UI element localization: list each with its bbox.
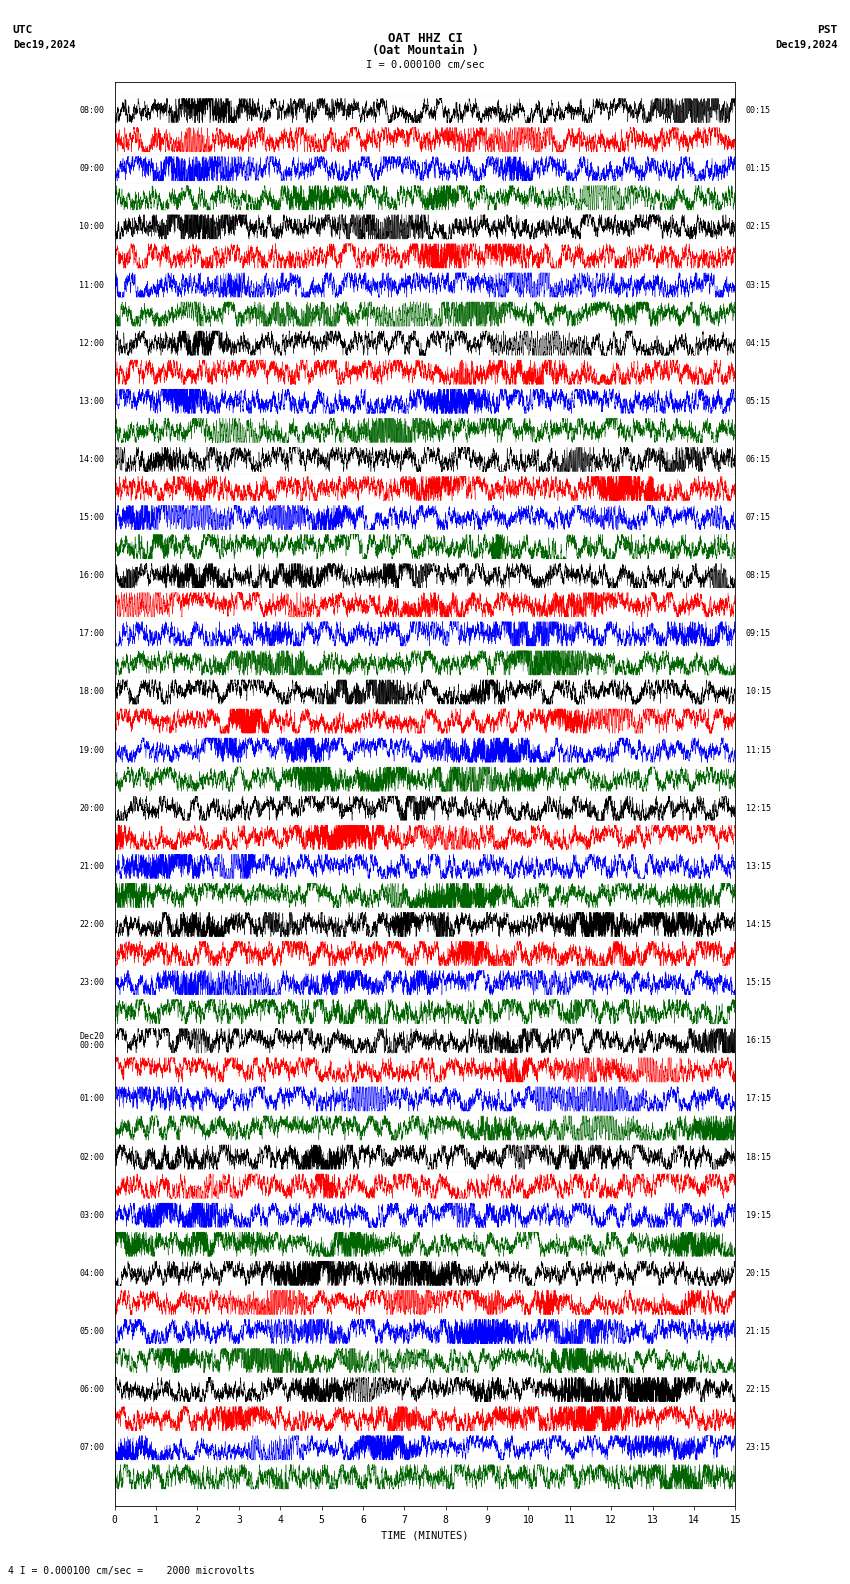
- Text: 21:00: 21:00: [79, 862, 105, 871]
- Text: 22:00: 22:00: [79, 920, 105, 930]
- Text: 03:15: 03:15: [745, 280, 771, 290]
- Text: 12:15: 12:15: [745, 803, 771, 813]
- Text: 06:00: 06:00: [79, 1384, 105, 1394]
- Text: 05:00: 05:00: [79, 1327, 105, 1335]
- Text: Dec19,2024: Dec19,2024: [774, 40, 837, 49]
- Text: Dec19,2024: Dec19,2024: [13, 40, 76, 49]
- Text: 21:15: 21:15: [745, 1327, 771, 1335]
- Text: 13:15: 13:15: [745, 862, 771, 871]
- Text: 07:00: 07:00: [79, 1443, 105, 1453]
- Text: 16:00: 16:00: [79, 572, 105, 580]
- Text: 01:15: 01:15: [745, 165, 771, 173]
- Text: 11:00: 11:00: [79, 280, 105, 290]
- Text: 11:15: 11:15: [745, 746, 771, 754]
- Text: 19:15: 19:15: [745, 1210, 771, 1220]
- Text: 02:15: 02:15: [745, 222, 771, 231]
- Text: 04:00: 04:00: [79, 1269, 105, 1278]
- Text: 15:00: 15:00: [79, 513, 105, 523]
- Text: 20:00: 20:00: [79, 803, 105, 813]
- Text: 09:00: 09:00: [79, 165, 105, 173]
- Text: UTC: UTC: [13, 25, 33, 35]
- Text: 16:15: 16:15: [745, 1036, 771, 1045]
- Text: 02:00: 02:00: [79, 1153, 105, 1161]
- Text: 03:00: 03:00: [79, 1210, 105, 1220]
- Text: 23:00: 23:00: [79, 979, 105, 987]
- Text: PST: PST: [817, 25, 837, 35]
- Text: 07:15: 07:15: [745, 513, 771, 523]
- Text: I = 0.000100 cm/sec: I = 0.000100 cm/sec: [366, 60, 484, 70]
- Text: 18:15: 18:15: [745, 1153, 771, 1161]
- Text: 10:00: 10:00: [79, 222, 105, 231]
- Text: 08:15: 08:15: [745, 572, 771, 580]
- Text: 00:15: 00:15: [745, 106, 771, 116]
- Text: 15:15: 15:15: [745, 979, 771, 987]
- Text: 4 I = 0.000100 cm/sec =    2000 microvolts: 4 I = 0.000100 cm/sec = 2000 microvolts: [8, 1567, 255, 1576]
- Text: 19:00: 19:00: [79, 746, 105, 754]
- Text: 05:15: 05:15: [745, 396, 771, 406]
- Text: OAT HHZ CI: OAT HHZ CI: [388, 32, 462, 44]
- X-axis label: TIME (MINUTES): TIME (MINUTES): [382, 1530, 468, 1541]
- Text: 04:15: 04:15: [745, 339, 771, 347]
- Text: 17:15: 17:15: [745, 1095, 771, 1104]
- Text: 18:00: 18:00: [79, 687, 105, 697]
- Text: 08:00: 08:00: [79, 106, 105, 116]
- Text: 22:15: 22:15: [745, 1384, 771, 1394]
- Text: 13:00: 13:00: [79, 396, 105, 406]
- Text: 12:00: 12:00: [79, 339, 105, 347]
- Text: Dec20
00:00: Dec20 00:00: [79, 1031, 105, 1050]
- Text: 17:00: 17:00: [79, 629, 105, 638]
- Text: 10:15: 10:15: [745, 687, 771, 697]
- Text: (Oat Mountain ): (Oat Mountain ): [371, 44, 479, 57]
- Text: 23:15: 23:15: [745, 1443, 771, 1453]
- Text: 20:15: 20:15: [745, 1269, 771, 1278]
- Text: 14:15: 14:15: [745, 920, 771, 930]
- Text: 01:00: 01:00: [79, 1095, 105, 1104]
- Text: 09:15: 09:15: [745, 629, 771, 638]
- Text: 06:15: 06:15: [745, 455, 771, 464]
- Text: 14:00: 14:00: [79, 455, 105, 464]
